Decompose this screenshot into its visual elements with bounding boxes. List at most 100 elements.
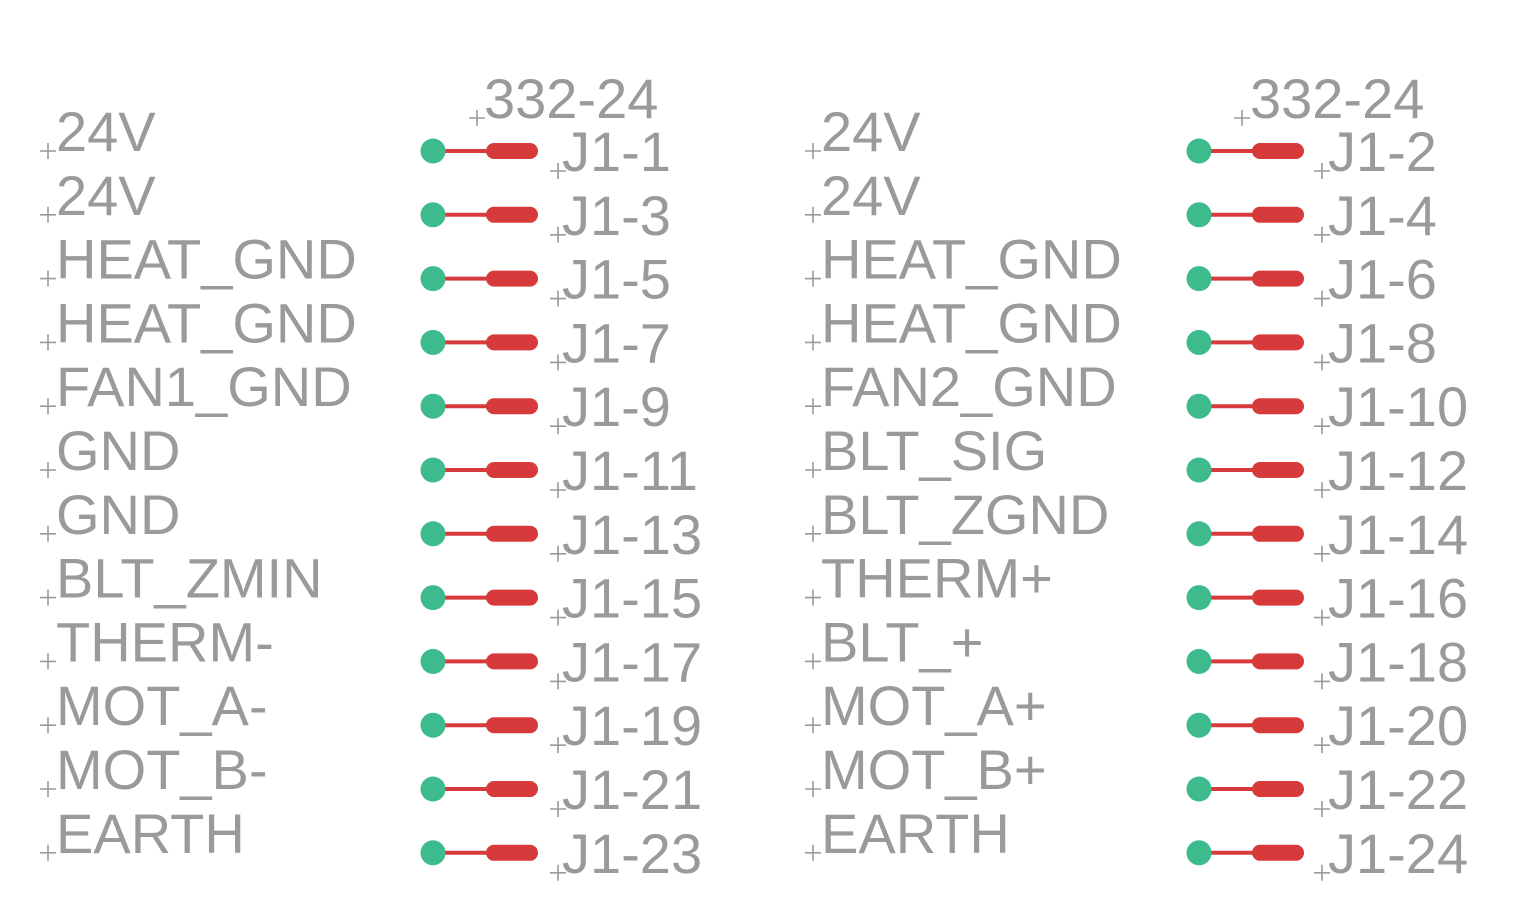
pin-endpoint-dot[interactable] <box>420 202 446 228</box>
pin-row: GND J1-13 <box>40 483 702 566</box>
pin-endpoint-dot[interactable] <box>420 393 446 419</box>
pin-endpoint-dot[interactable] <box>420 840 446 866</box>
pin-endpoint-dot[interactable] <box>420 776 446 802</box>
pin-row: FAN2_GND J1-10 <box>805 355 1468 438</box>
pin-endpoint-dot[interactable] <box>1186 712 1212 738</box>
signal-label: MOT_B- <box>56 738 268 801</box>
pin-row: 24V J1-2 <box>805 100 1437 183</box>
pin-endpoint-dot[interactable] <box>1186 776 1212 802</box>
signal-label: HEAT_GND <box>56 291 357 354</box>
signal-origin-cross <box>805 653 821 670</box>
signal-label: BLT_SIG <box>821 419 1047 482</box>
pin-number-label: J1-18 <box>1328 630 1468 693</box>
signal-origin-cross <box>40 653 56 670</box>
pin-endpoint-dot[interactable] <box>1186 266 1212 292</box>
pin-label-origin-cross <box>1314 609 1330 626</box>
pin-endpoint-dot[interactable] <box>420 138 446 164</box>
pin-number-label: J1-22 <box>1328 758 1468 821</box>
pin-row: FAN1_GND J1-9 <box>40 355 671 438</box>
pin-row: HEAT_GND J1-6 <box>805 228 1437 311</box>
pin-number-label: J1-15 <box>562 567 702 630</box>
part-name: 332-24 <box>1250 67 1424 130</box>
pin-label-origin-cross <box>550 482 566 498</box>
pin-endpoint-dot[interactable] <box>1186 393 1212 419</box>
signal-origin-cross <box>40 270 56 287</box>
signal-label: HEAT_GND <box>56 228 357 291</box>
pin-number-label: J1-24 <box>1328 822 1468 885</box>
pin-row: MOT_A+ J1-20 <box>805 674 1468 757</box>
signal-origin-cross <box>40 589 56 606</box>
pin-row: MOT_A- J1-19 <box>40 674 702 757</box>
pin-number-label: J1-19 <box>562 694 702 757</box>
pin-number-label: J1-23 <box>562 822 702 885</box>
pin-endpoint-dot[interactable] <box>1186 585 1212 611</box>
signal-origin-cross <box>805 398 821 415</box>
pin-endpoint-dot[interactable] <box>1186 521 1212 547</box>
pin-endpoint-dot[interactable] <box>1186 840 1212 866</box>
signal-label: EARTH <box>56 802 245 865</box>
pin-row: 24V J1-3 <box>40 164 671 247</box>
pin-label-origin-cross <box>550 801 566 817</box>
pin-endpoint-dot[interactable] <box>1186 202 1212 228</box>
pin-label-origin-cross <box>550 290 566 307</box>
pin-endpoint-dot[interactable] <box>420 266 446 292</box>
signal-origin-cross <box>805 334 821 351</box>
pin-label-origin-cross <box>550 545 566 562</box>
signal-origin-cross <box>40 398 56 415</box>
pin-label-origin-cross <box>1314 290 1330 307</box>
pin-number-label: J1-10 <box>1328 375 1468 438</box>
pin-endpoint-dot[interactable] <box>420 712 446 738</box>
signal-origin-cross <box>40 781 56 797</box>
pin-number-label: J1-1 <box>562 120 671 183</box>
pin-label-origin-cross <box>1314 354 1330 371</box>
signal-origin-cross <box>40 844 56 861</box>
pin-label-origin-cross <box>1314 163 1330 179</box>
signal-origin-cross <box>805 525 821 542</box>
pin-endpoint-dot[interactable] <box>420 585 446 611</box>
signal-label: 24V <box>56 100 156 163</box>
pin-number-label: J1-14 <box>1328 503 1468 566</box>
signal-label: HEAT_GND <box>821 291 1122 354</box>
pin-endpoint-dot[interactable] <box>420 521 446 547</box>
pin-row: EARTH J1-23 <box>40 802 702 885</box>
pin-endpoint-dot[interactable] <box>420 329 446 355</box>
pin-label-origin-cross <box>550 737 566 754</box>
pin-row: 24V J1-1 <box>40 100 671 183</box>
pin-label-origin-cross <box>1314 418 1330 435</box>
pin-number-label: J1-4 <box>1328 184 1437 247</box>
pin-endpoint-dot[interactable] <box>1186 329 1212 355</box>
pin-row: BLT_ZMIN J1-15 <box>40 547 702 630</box>
pin-number-label: J1-11 <box>562 439 698 502</box>
pin-number-label: J1-8 <box>1328 311 1437 374</box>
pin-label-origin-cross <box>1314 482 1330 498</box>
pin-number-label: J1-17 <box>562 630 702 693</box>
pin-number-label: J1-21 <box>562 758 702 821</box>
signal-origin-cross <box>805 143 821 159</box>
pin-row: BLT_ZGND J1-14 <box>805 483 1468 566</box>
signal-origin-cross <box>40 334 56 351</box>
pin-endpoint-dot[interactable] <box>420 648 446 674</box>
pin-endpoint-dot[interactable] <box>1186 457 1212 483</box>
signal-label: FAN1_GND <box>56 355 352 418</box>
signal-label: MOT_A- <box>56 674 268 737</box>
pin-label-origin-cross <box>550 354 566 371</box>
signal-origin-cross <box>40 206 56 223</box>
signal-label: THERM+ <box>821 547 1053 610</box>
pin-endpoint-dot[interactable] <box>1186 648 1212 674</box>
signal-label: MOT_A+ <box>821 674 1047 737</box>
pin-label-origin-cross <box>550 609 566 626</box>
signal-label: 24V <box>821 164 921 227</box>
pin-number-label: J1-12 <box>1328 439 1468 502</box>
signal-label: BLT_+ <box>821 610 983 673</box>
pin-label-origin-cross <box>1314 673 1330 690</box>
pin-number-label: J1-6 <box>1328 248 1437 311</box>
pin-row: BLT_+ J1-18 <box>805 610 1468 693</box>
pin-endpoint-dot[interactable] <box>420 457 446 483</box>
pin-row: HEAT_GND J1-7 <box>40 291 671 374</box>
pin-number-label: J1-13 <box>562 503 702 566</box>
signal-origin-cross <box>805 717 821 734</box>
pin-endpoint-dot[interactable] <box>1186 138 1212 164</box>
signal-origin-cross <box>40 143 56 159</box>
